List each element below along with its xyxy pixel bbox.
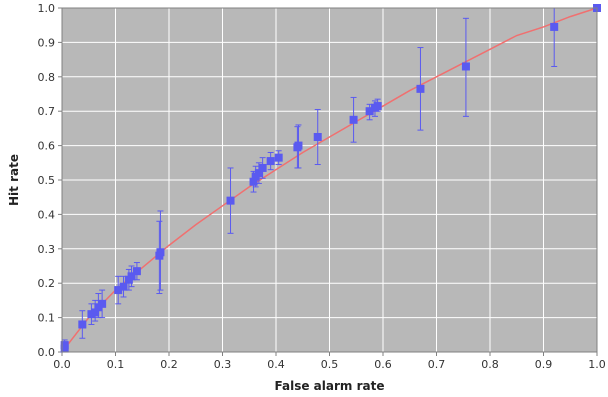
x-tick-label: 0.6: [374, 358, 392, 371]
x-tick-label: 0.0: [53, 358, 71, 371]
data-point: [91, 308, 100, 317]
x-tick-label: 0.2: [160, 358, 178, 371]
data-point: [226, 196, 235, 205]
data-point: [313, 133, 322, 141]
data-point: [349, 115, 358, 124]
data-point: [114, 286, 123, 295]
data-point: [78, 320, 87, 329]
y-tick-label: 0.2: [38, 277, 56, 290]
y-tick-label: 0.6: [38, 140, 56, 153]
x-tick-label: 0.9: [535, 358, 553, 371]
x-tick-label: 0.3: [214, 358, 232, 371]
data-point: [274, 153, 283, 162]
x-tick-label: 0.4: [267, 358, 285, 371]
data-point: [98, 299, 107, 308]
x-tick-label: 0.8: [481, 358, 499, 371]
y-tick-label: 0.5: [38, 174, 56, 187]
data-point: [254, 169, 263, 178]
data-point: [461, 62, 470, 71]
y-tick-label: 0.7: [38, 105, 56, 118]
data-point: [373, 102, 382, 111]
data-point: [127, 272, 136, 281]
y-tick-label: 0.1: [38, 312, 56, 325]
data-point: [132, 267, 141, 276]
y-tick-label: 1.0: [38, 2, 56, 15]
y-axis-ticks: 0.0 0.1 0.2 0.3 0.4 0.5 0.6 0.7 0.8 0.9 1.0: [38, 2, 62, 359]
y-tick-label: 0.8: [38, 71, 56, 84]
x-axis-ticks: 0.0 0.1 0.2 0.3 0.4 0.5 0.6 0.7 0.8 0.9 1.0: [53, 352, 606, 371]
data-point: [416, 84, 425, 93]
data-point: [266, 157, 275, 166]
plot-border: [61, 7, 598, 353]
curve-line: [61, 7, 598, 353]
x-tick-label: 0.7: [428, 358, 446, 371]
data-point: [156, 248, 165, 257]
x-tick-label: 0.5: [321, 358, 339, 371]
data-point: [550, 22, 559, 31]
data-points: [60, 4, 601, 353]
y-tick-label: 0.3: [38, 243, 56, 256]
y-axis-title: Hit rate: [7, 154, 21, 206]
x-axis-title: False alarm rate: [275, 379, 385, 393]
data-point: [365, 107, 374, 116]
data-point: [258, 163, 267, 172]
y-tick-label: 0.0: [38, 346, 56, 359]
fitted-curve: [61, 7, 598, 353]
x-tick-label: 0.1: [107, 358, 125, 371]
y-tick-label: 0.9: [38, 36, 56, 49]
data-point: [119, 282, 128, 291]
y-tick-label: 0.4: [38, 208, 56, 221]
data-point: [60, 341, 69, 350]
x-tick-label: 1.0: [588, 358, 606, 371]
data-point: [294, 141, 303, 150]
data-point: [249, 177, 258, 186]
